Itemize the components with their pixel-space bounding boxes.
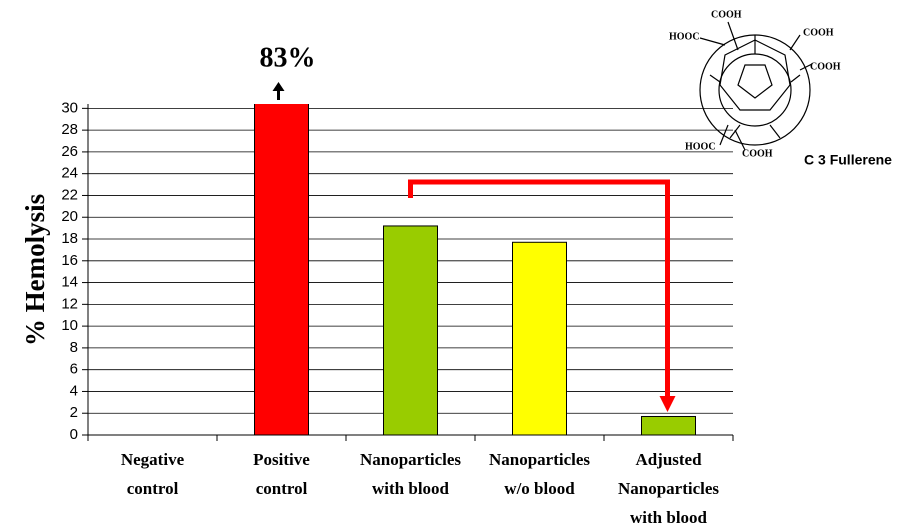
molecule-label: HOOC — [685, 141, 716, 152]
fullerene-figure — [700, 22, 812, 150]
molecule-label: COOH — [810, 61, 841, 72]
y-tick-label: 14 — [61, 274, 78, 291]
break-arrow-head — [273, 82, 285, 91]
arrow-head — [660, 396, 676, 412]
molecule-label: HOOC — [669, 31, 700, 42]
y-tick-label: 26 — [61, 143, 78, 160]
molecule-label: COOH — [742, 148, 773, 159]
y-tick-label: 10 — [61, 317, 78, 334]
figure-caption: C 3 Fullerene — [804, 152, 892, 168]
y-tick-label: 28 — [61, 121, 78, 138]
y-tick-label: 22 — [61, 186, 78, 203]
y-tick-label: 20 — [61, 208, 78, 225]
y-tick-label: 6 — [70, 361, 78, 378]
bar — [642, 416, 696, 435]
y-tick-label: 4 — [70, 382, 78, 399]
y-tick-label: 8 — [70, 339, 78, 356]
y-tick-label: 24 — [61, 165, 78, 182]
y-tick-label: 16 — [61, 252, 78, 269]
y-tick-label: 2 — [70, 404, 78, 421]
y-tick-label: 30 — [61, 99, 78, 116]
y-tick-label: 12 — [61, 295, 78, 312]
value-label: 83% — [260, 42, 316, 73]
bar — [384, 226, 438, 435]
y-tick-label: 18 — [61, 230, 78, 247]
chart: % Hemolysis COOH HOOC COOH COOH HOOC COO… — [0, 0, 911, 528]
y-tick-label: 0 — [70, 426, 78, 443]
molecule-label: COOH — [803, 27, 834, 38]
molecule-label: COOH — [711, 9, 742, 20]
bar — [513, 242, 567, 435]
y-axis-label: % Hemolysis — [20, 194, 50, 346]
